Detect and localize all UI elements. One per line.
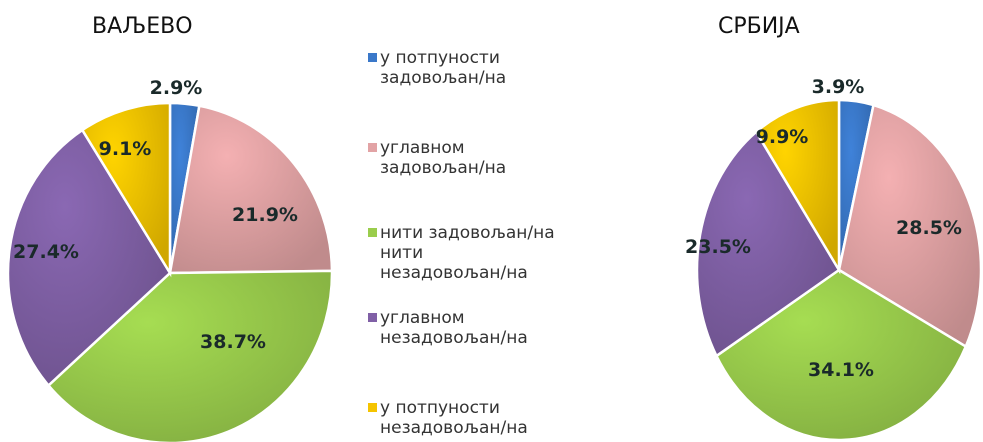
slice-label: 28.5% — [896, 217, 962, 239]
chart-title-valjevo: ВАЉЕВО — [92, 14, 193, 39]
legend-swatch-icon — [368, 53, 377, 62]
legend-item: нити задовољан/на нити незадовољан/на — [368, 223, 610, 283]
legend-swatch-icon — [368, 143, 377, 152]
slice-label: 23.5% — [685, 236, 751, 258]
legend-item: у потпуности задовољан/на — [368, 48, 610, 88]
slice-label: 9.1% — [99, 138, 152, 160]
slice-label: 38.7% — [200, 331, 266, 353]
legend-item: углавном незадовољан/на — [368, 308, 610, 348]
pie-slice — [6, 128, 172, 388]
legend-swatch-icon — [368, 313, 377, 322]
pie-slice — [46, 269, 334, 442]
legend-swatch-icon — [368, 228, 377, 237]
legend-label: нити задовољан/на нити незадовољан/на — [380, 223, 555, 283]
legend-item: углавном задовољан/на — [368, 138, 610, 178]
pie-chart-valjevo: 2.9% 21.9% 38.7% 27.4% 9.1% — [6, 77, 334, 442]
slice-label: 9.9% — [756, 126, 809, 148]
pie-slice — [80, 101, 172, 278]
slice-label: 2.9% — [150, 77, 203, 99]
legend-label: у потпуности незадовољан/на — [380, 398, 528, 438]
legend-item: у потпуности незадовољан/на — [368, 398, 610, 438]
slice-label: 34.1% — [808, 359, 874, 381]
pie-slice — [837, 103, 983, 349]
chart-title-srbija: СРБИЈА — [718, 14, 800, 39]
legend-label: у потпуности задовољан/на — [380, 48, 507, 88]
slice-label: 21.9% — [232, 204, 298, 226]
slice-label: 27.4% — [13, 241, 79, 263]
legend-label: углавном незадовољан/на — [380, 308, 528, 348]
pie-chart-srbija: 3.9% 28.5% 34.1% 23.5% 9.9% — [685, 76, 983, 442]
pie-slice — [168, 104, 334, 275]
pie-slice — [695, 129, 841, 358]
slice-label: 3.9% — [812, 76, 865, 98]
legend-swatch-icon — [368, 403, 377, 412]
legend-label: углавном задовољан/на — [380, 138, 507, 178]
pie-slice — [754, 98, 841, 275]
